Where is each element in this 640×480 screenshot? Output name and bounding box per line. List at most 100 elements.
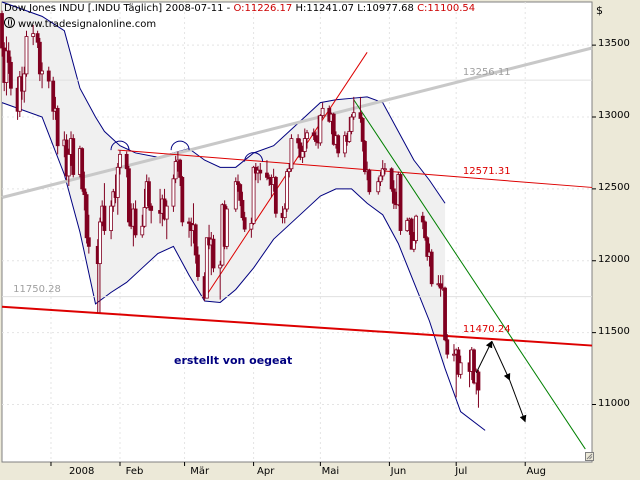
candle — [86, 214, 91, 254]
candle — [305, 129, 309, 149]
candle-body — [383, 168, 387, 171]
candle-body — [173, 161, 178, 180]
x-tick-label: Mär — [190, 466, 210, 477]
website-text: www.tradesignalonline.com — [18, 19, 157, 30]
candle-body — [296, 138, 301, 144]
candle — [258, 163, 263, 181]
candle-body — [40, 70, 44, 75]
trend-line — [117, 149, 593, 188]
candle — [46, 66, 51, 89]
candle-body — [127, 168, 131, 223]
candle-body — [358, 112, 363, 119]
candle-body — [342, 135, 347, 154]
candle-body — [9, 61, 13, 89]
candle — [296, 134, 301, 149]
date-label: 2008-07-11 — [165, 3, 224, 14]
candle-body — [445, 339, 450, 355]
candle — [236, 174, 240, 192]
candle — [115, 163, 120, 215]
candle — [298, 138, 303, 161]
candle — [0, 10, 4, 57]
resize-grip-icon[interactable] — [585, 452, 594, 461]
candle — [147, 177, 151, 211]
candle-body — [187, 221, 191, 224]
candle-body — [378, 175, 383, 183]
candle-body — [111, 191, 116, 207]
candle — [351, 96, 356, 120]
candle — [429, 249, 434, 287]
candle-body — [423, 221, 427, 239]
candle — [380, 160, 385, 181]
candle — [318, 114, 323, 146]
candle — [367, 168, 372, 195]
candle — [452, 344, 456, 362]
level-label: 13256.11 — [462, 67, 511, 79]
candle — [438, 275, 443, 297]
candle-body — [31, 33, 36, 37]
currency-label: $ — [596, 4, 603, 17]
candle-body — [84, 194, 89, 239]
candle-body — [102, 205, 107, 231]
candle-body — [240, 199, 245, 219]
candle — [98, 217, 102, 313]
candle — [376, 177, 381, 195]
candle-body — [314, 135, 318, 142]
candle — [458, 355, 463, 379]
y-tick-label: 13500 — [598, 38, 630, 50]
candle-body — [238, 184, 243, 201]
candle — [102, 183, 107, 235]
candle-body — [218, 264, 223, 269]
candle — [425, 236, 430, 261]
candle — [443, 286, 447, 342]
candle — [118, 150, 122, 175]
candle-body — [17, 76, 22, 112]
candle — [218, 260, 223, 300]
candle-body — [285, 171, 289, 210]
candle — [127, 165, 131, 227]
y-tick-label: 12500 — [598, 181, 630, 193]
candle-body — [236, 181, 240, 185]
candle-body — [24, 36, 29, 75]
x-tick-label: Mai — [321, 466, 340, 477]
candle-body — [411, 240, 416, 250]
x-tick-label: 2008 — [68, 466, 95, 477]
forecast-arrow — [491, 341, 511, 381]
level-label: 11750.28 — [13, 283, 61, 295]
candle — [409, 217, 414, 250]
candle — [349, 114, 354, 135]
candle-body — [380, 168, 385, 177]
x-tick-label: Jun — [390, 466, 407, 477]
candle-body — [289, 138, 294, 170]
candle — [17, 71, 22, 117]
candle-body — [196, 254, 200, 277]
candle-body — [35, 33, 40, 43]
trend-line — [1, 305, 593, 347]
candle — [472, 348, 476, 385]
candle — [282, 203, 287, 224]
candle-body — [458, 362, 463, 375]
candle-body — [147, 181, 151, 207]
candle-body — [331, 113, 336, 145]
candle — [265, 160, 269, 181]
candle — [71, 134, 76, 178]
candle — [55, 105, 60, 155]
candle-body — [233, 181, 238, 210]
candle-body — [242, 217, 247, 230]
candle — [40, 62, 44, 89]
candle-body — [320, 107, 325, 116]
candle — [249, 217, 254, 238]
candle-body — [472, 349, 476, 384]
candle-body — [282, 208, 287, 219]
candle-body — [71, 138, 76, 175]
cycle-arc — [110, 140, 130, 151]
x-tick-label: Jul — [455, 466, 468, 477]
candle-body — [391, 188, 396, 204]
candle — [358, 96, 363, 123]
candle — [314, 131, 318, 146]
y-tick-label: 12000 — [598, 253, 630, 265]
candle-body — [0, 13, 4, 49]
cycle-arc — [170, 140, 190, 151]
candle-body — [311, 132, 316, 137]
